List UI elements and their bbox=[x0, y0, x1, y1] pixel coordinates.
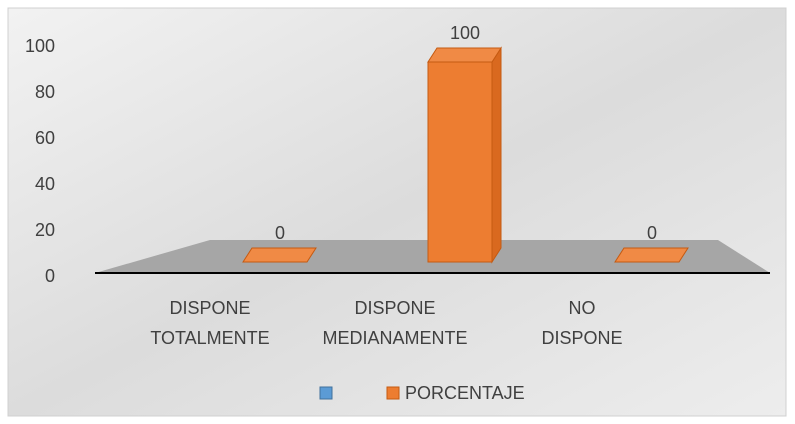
bar-side bbox=[491, 46, 502, 264]
bar-front bbox=[427, 61, 493, 263]
x-tick-label: DISPONE TOTALMENTE bbox=[150, 298, 270, 348]
bar bbox=[427, 46, 502, 264]
y-tick-label: 20 bbox=[35, 220, 55, 240]
legend-swatch bbox=[319, 386, 333, 400]
x-tick-label: DISPONE MEDIANAMENTE bbox=[322, 298, 468, 348]
y-tick-label: 100 bbox=[25, 36, 55, 56]
data-label: 0 bbox=[275, 223, 285, 243]
chart-background bbox=[7, 7, 787, 417]
bar-top bbox=[427, 47, 502, 63]
x-tick-label: NO DISPONE bbox=[541, 298, 623, 348]
legend-label: PORCENTAJE bbox=[405, 383, 525, 403]
bar-top bbox=[614, 247, 689, 263]
data-label: 0 bbox=[647, 223, 657, 243]
y-tick-label: 40 bbox=[35, 174, 55, 194]
legend-swatch bbox=[386, 386, 400, 400]
bar bbox=[614, 247, 689, 263]
y-tick-label: 80 bbox=[35, 82, 55, 102]
y-tick-label: 60 bbox=[35, 128, 55, 148]
data-label: 100 bbox=[450, 23, 480, 43]
bar-top bbox=[242, 247, 317, 263]
y-tick-label: 0 bbox=[45, 266, 55, 286]
bar bbox=[242, 247, 317, 263]
